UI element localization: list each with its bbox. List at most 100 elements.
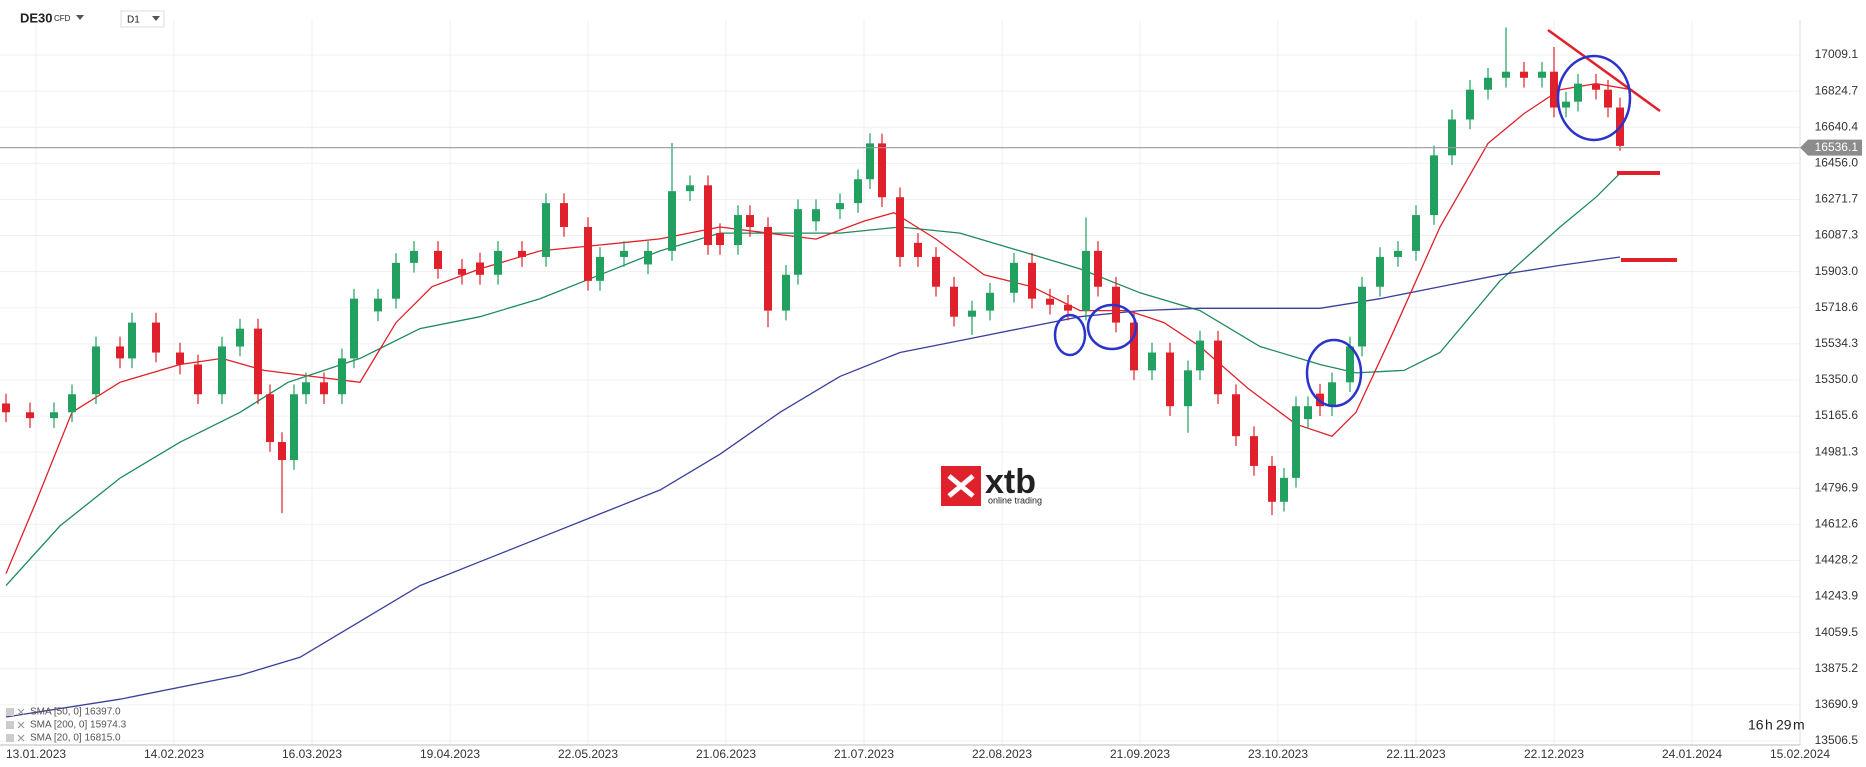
candle-body: [1328, 382, 1336, 407]
candle-body: [350, 298, 358, 359]
candle-body: [338, 358, 346, 395]
highlight-ellipse: [1305, 338, 1363, 408]
candle-body: [1430, 155, 1438, 216]
timeframe[interactable]: D1: [127, 15, 140, 26]
candle-body: [836, 203, 844, 210]
candle-body: [1520, 71, 1528, 78]
logo: xtb online trading: [941, 463, 1042, 506]
candle-body: [254, 328, 262, 395]
candle-body: [866, 143, 874, 180]
legend-entry: SMA [200, 0] 15974.3: [30, 720, 127, 731]
candle-body: [794, 209, 802, 275]
candle-body: [1304, 406, 1312, 420]
candle-body: [1130, 322, 1138, 371]
candle-body: [1064, 304, 1072, 311]
candle-body: [1250, 436, 1258, 466]
candle-body: [176, 352, 184, 365]
symbol[interactable]: DE30: [20, 10, 53, 25]
candle-body: [542, 203, 550, 257]
legend-icon: [6, 721, 14, 729]
candle-body: [686, 185, 694, 192]
candle-body: [1376, 256, 1384, 287]
x-tick-label: 19.04.2023: [420, 747, 480, 761]
y-tick-label: 15165.6: [1815, 408, 1859, 422]
logo-name: xtb: [985, 463, 1036, 501]
candle-body: [1358, 286, 1366, 347]
candle-body: [1010, 262, 1018, 293]
candle-body: [1412, 215, 1420, 251]
candle-body: [854, 179, 862, 204]
highlight-ellipse: [1556, 54, 1632, 142]
x-tick-label: 21.07.2023: [834, 747, 894, 761]
sma-line: [5, 82, 1633, 574]
candle-body: [374, 298, 382, 312]
x-tick-label: 21.06.2023: [696, 747, 756, 761]
candle-body: [812, 209, 820, 222]
last-price-label: 16536.1: [1815, 140, 1859, 154]
candle-body: [896, 197, 904, 257]
candle-body: [950, 286, 958, 317]
y-tick-label: 13506.5: [1815, 733, 1859, 747]
sma-line: [5, 172, 1621, 587]
candle-body: [584, 227, 592, 281]
candle-body: [968, 310, 976, 317]
logo-tagline: online trading: [988, 495, 1042, 505]
candle-body: [932, 256, 940, 287]
x-tick-label: 24.01.2024: [1662, 747, 1722, 761]
symbol-dropdown[interactable]: [76, 15, 84, 20]
countdown-minutes-unit: m: [1793, 717, 1805, 733]
y-tick-label: 13690.9: [1815, 697, 1859, 711]
legend-close[interactable]: [17, 708, 25, 716]
legend-close[interactable]: [17, 721, 25, 729]
highlight-ellipse: [1053, 313, 1087, 357]
candle-body: [914, 242, 922, 257]
logo-x: [947, 474, 975, 498]
candle-body: [494, 250, 502, 275]
candle-body: [1550, 71, 1558, 108]
candle-body: [1604, 89, 1612, 108]
y-tick-label: 15350.0: [1815, 372, 1859, 386]
candle-body: [1574, 83, 1582, 102]
candle-body: [1184, 370, 1192, 407]
candle-body: [518, 250, 526, 257]
annotations: [1053, 28, 1677, 408]
candle-body: [620, 250, 628, 257]
y-tick-label: 16640.4: [1815, 119, 1859, 133]
x-tick-label: 15.02.2024: [1770, 747, 1830, 761]
candle-body: [116, 346, 124, 359]
legend-close[interactable]: [17, 734, 25, 742]
candle-body: [986, 292, 994, 311]
candle-body: [218, 346, 226, 395]
candle-body: [1196, 340, 1204, 371]
x-tick-label: 21.09.2023: [1110, 747, 1170, 761]
candle-body: [68, 394, 76, 413]
candle-body: [746, 215, 754, 228]
grid: [0, 20, 1800, 745]
candle-body: [1094, 250, 1102, 287]
candle-body: [458, 268, 466, 275]
candle-body: [26, 412, 34, 419]
last-price-flag: [1800, 139, 1862, 156]
candle-body: [644, 250, 652, 265]
candle-body: [50, 412, 58, 419]
x-tick-label: 22.08.2023: [972, 747, 1032, 761]
y-tick-label: 15718.6: [1815, 300, 1859, 314]
candle-body: [1280, 477, 1288, 502]
candle-body: [764, 227, 772, 311]
y-tick-label: 14059.5: [1815, 625, 1859, 639]
candle-body: [716, 233, 724, 246]
y-tick-label: 14243.9: [1815, 589, 1859, 603]
x-tick-label: 16.03.2023: [282, 747, 342, 761]
candle-body: [410, 250, 418, 263]
timeframe-dropdown[interactable]: [152, 16, 160, 21]
timeframe-box[interactable]: [120, 10, 165, 28]
countdown-hours: 16: [1748, 717, 1764, 733]
legend-icon: [6, 708, 14, 716]
candle-body: [1538, 71, 1546, 78]
y-tick-label: 16456.0: [1815, 156, 1859, 170]
highlight-ellipse: [1086, 303, 1138, 351]
candle-body: [476, 262, 484, 275]
candle-body: [2, 403, 10, 413]
candle-body: [1232, 394, 1240, 437]
